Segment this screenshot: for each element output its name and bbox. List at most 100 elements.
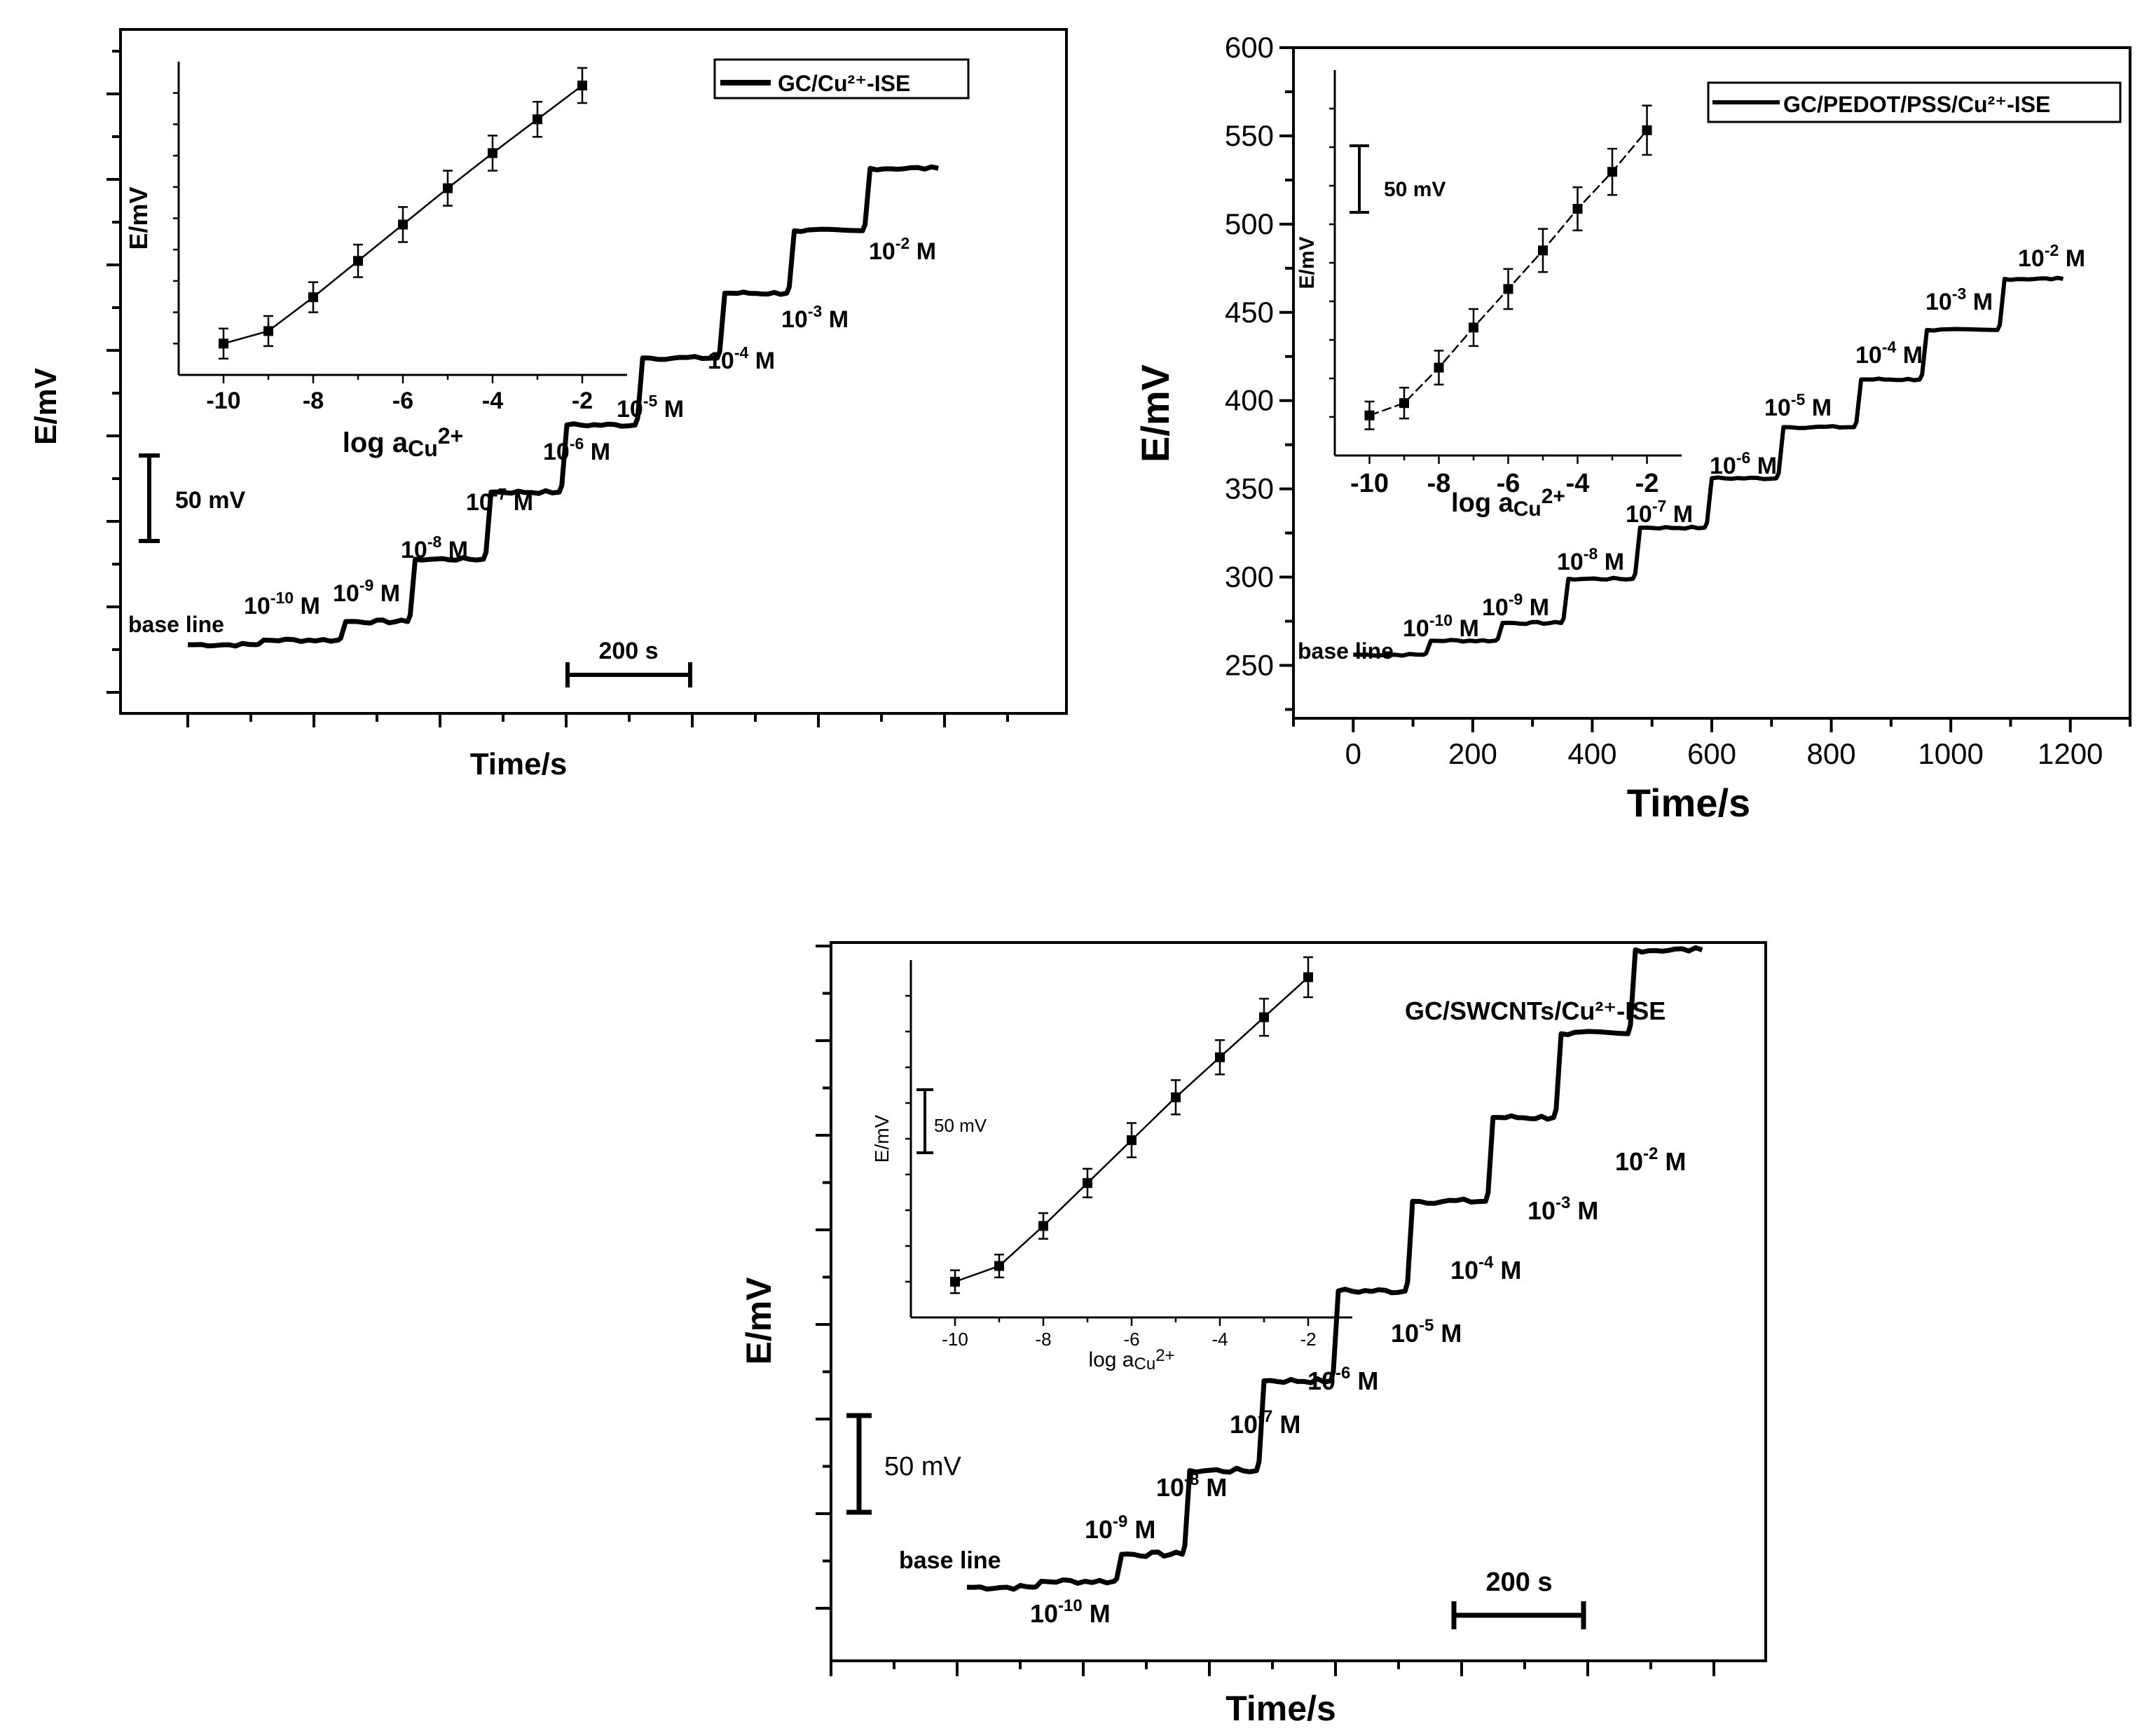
y-tick-label: 500 xyxy=(1225,207,1274,240)
concentration-label: 10-6 M xyxy=(1307,1364,1378,1395)
inset-data-point xyxy=(308,292,318,303)
concentration-label: 10-10 M xyxy=(1030,1596,1111,1628)
y-axis-label: E/mV xyxy=(29,367,63,445)
concentration-label: 10-8 M xyxy=(1557,544,1624,575)
inset-x-tick-label: -2 xyxy=(1635,469,1659,498)
inset-data-point xyxy=(950,1277,960,1287)
concentration-label: 10-3 M xyxy=(1925,285,1993,315)
inset-data-point xyxy=(1434,362,1444,373)
inset-data-point xyxy=(488,148,497,158)
y-axis-label: E/mV xyxy=(739,1277,778,1365)
inset-x-axis-label: log aCu2+ xyxy=(343,423,463,461)
concentration-label: 10-2 M xyxy=(869,234,936,265)
inset-x-tick-label: -6 xyxy=(392,388,413,414)
inset-x-tick-label: -2 xyxy=(1300,1329,1316,1350)
y-tick-label: 350 xyxy=(1225,472,1274,505)
plot-frame xyxy=(830,941,1767,1662)
x-tick-label: 1000 xyxy=(1918,737,1983,770)
potential-trace xyxy=(1353,275,2064,658)
inset-data-point xyxy=(1607,167,1617,177)
inset-data-point xyxy=(1364,410,1375,420)
inset-x-tick-label: -4 xyxy=(482,388,503,414)
inset-x-tick-label: -8 xyxy=(1427,469,1451,498)
concentration-label: 10-10 M xyxy=(1403,611,1479,642)
y-tick-label: 550 xyxy=(1225,119,1274,152)
concentration-label: 10-5 M xyxy=(617,392,684,423)
panel-a: Time/s E/mV base line 10-10 M 10-9 M10-8 M 10… xyxy=(29,28,1068,781)
concentration-label: 10-3 M xyxy=(781,302,849,333)
legend-text: GC/SWCNTs/Cu²⁺-ISE xyxy=(1405,996,1666,1025)
inset-x-tick-label: -6 xyxy=(1497,469,1520,498)
concentration-label: 10-4 M xyxy=(708,343,775,374)
inset-y-axis-label: E/mV xyxy=(871,1114,893,1163)
inset-potential-scale-label: 50 mV xyxy=(934,1115,987,1136)
inset-x-tick-label: -10 xyxy=(1350,469,1389,498)
inset-data-point xyxy=(1083,1178,1092,1189)
inset-data-point xyxy=(1642,125,1652,135)
baseline-label: base line xyxy=(128,612,224,637)
inset-data-point xyxy=(353,256,363,266)
concentration-label: 10-5 M xyxy=(1764,390,1832,421)
concentration-label: 10-3 M xyxy=(1527,1193,1598,1225)
inset-data-point xyxy=(994,1261,1004,1271)
inset-x-axis-label: log aCu2+ xyxy=(1451,485,1565,521)
plot-frame xyxy=(119,28,1068,715)
legend-text: GC/Cu²⁺-ISE xyxy=(778,71,910,96)
inset-data-point xyxy=(443,183,453,193)
potential-trace xyxy=(188,164,939,649)
concentration-label: 10-9 M xyxy=(1482,590,1549,621)
time-scale-label: 200 s xyxy=(1485,1568,1552,1597)
inset-x-tick-label: -2 xyxy=(572,388,593,414)
inset-data-point xyxy=(1171,1092,1181,1102)
legend-text: GC/PEDOT/PSS/Cu²⁺-ISE xyxy=(1783,92,2050,117)
potential-scale-label: 50 mV xyxy=(175,487,245,514)
x-tick-label: 200 xyxy=(1448,737,1497,770)
x-axis-label: Time/s xyxy=(470,747,568,781)
potential-trace xyxy=(966,945,1703,1592)
inset-data-point xyxy=(1503,284,1513,294)
x-tick-label: 0 xyxy=(1345,737,1361,770)
concentration-label: 10-9 M xyxy=(333,576,400,607)
inset-x-tick-label: -4 xyxy=(1566,469,1590,498)
inset-data-point xyxy=(1303,972,1313,982)
legend-box xyxy=(713,58,970,100)
concentration-label: 10-6 M xyxy=(1710,448,1777,479)
inset-data-point xyxy=(1127,1135,1137,1146)
inset-x-tick-label: -10 xyxy=(942,1329,968,1350)
y-tick-label: 300 xyxy=(1225,561,1274,594)
x-tick-label: 400 xyxy=(1567,737,1616,770)
inset-data-point xyxy=(1038,1221,1048,1231)
inset-data-point xyxy=(263,326,273,336)
concentration-label: 10-2 M xyxy=(1615,1144,1686,1176)
inset-x-tick-label: -8 xyxy=(1035,1329,1051,1350)
inset-x-tick-label: -6 xyxy=(1123,1329,1139,1350)
inset-x-axis-label: log aCu2+ xyxy=(1088,1346,1174,1374)
concentration-label: 10-7 M xyxy=(1230,1407,1300,1439)
concentration-label: 10-8 M xyxy=(401,533,468,563)
inset-y-axis-label: E/mV xyxy=(124,186,153,249)
inset-x-tick-label: -4 xyxy=(1211,1329,1228,1350)
y-axis-label: E/mV xyxy=(1133,364,1177,463)
time-scale-label: 200 s xyxy=(598,638,658,664)
x-tick-label: 1200 xyxy=(2038,737,2103,770)
concentration-label: 10-4 M xyxy=(1450,1253,1521,1285)
inset-y-axis-label: E/mV xyxy=(1296,236,1319,289)
concentration-label: 10-6 M xyxy=(543,434,610,465)
y-tick-label: 450 xyxy=(1225,296,1274,329)
baseline-label: base line xyxy=(899,1547,1001,1574)
concentration-label: 10-5 M xyxy=(1391,1316,1462,1348)
inset-data-point xyxy=(533,114,542,125)
inset-data-point xyxy=(1572,204,1583,214)
x-tick-label: 800 xyxy=(1807,737,1856,770)
inset-potential-scale-label: 50 mV xyxy=(1384,178,1446,201)
concentration-label: 10-10 M xyxy=(244,589,320,619)
concentration-label: 10-7 M xyxy=(466,485,533,516)
inset-x-tick-label: -8 xyxy=(303,388,324,414)
inset-data-point xyxy=(1399,398,1409,409)
concentration-label: 10-2 M xyxy=(2018,241,2085,272)
inset-data-point xyxy=(1538,245,1548,256)
inset-data-point xyxy=(1215,1052,1225,1062)
inset-x-tick-label: -10 xyxy=(206,388,240,414)
